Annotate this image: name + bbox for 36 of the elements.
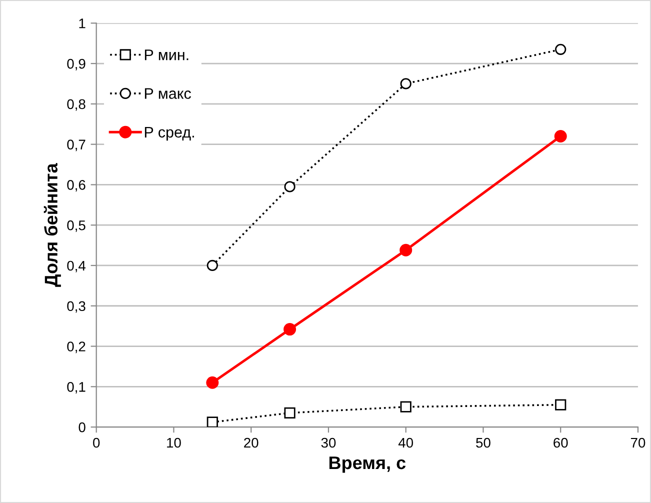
point [555,399,566,410]
y-tick-label: 0,6 [67,180,86,192]
point [400,78,412,90]
point [555,44,566,55]
point [400,244,412,256]
x-axis-title: Время, с [329,456,406,473]
y-tick-label: 0,7 [67,140,86,152]
y-tick-label: 0 [78,422,86,432]
y-tick-label: 0,2 [67,342,86,354]
y-tick-label: 0,5 [67,220,86,232]
y-tick-label: 0,4 [67,260,86,272]
y-tick-label: 0,3 [67,301,86,313]
legend-label: P мин. [144,50,188,60]
x-tick-label: 0 [93,438,100,448]
x-tick-label: 30 [321,438,336,448]
y-tick-label: 1 [79,18,86,28]
y-tick-label: 0,9 [67,58,86,70]
point [206,416,218,428]
y-axis-title: Доля бейнита [44,163,61,287]
point [284,323,296,336]
y-tick-label: 0,1 [67,382,86,394]
point [400,401,412,412]
x-tick-label: 60 [554,438,568,448]
point [206,376,219,389]
legend-label: P макс [144,88,191,99]
x-tick-label: 70 [630,438,646,448]
x-tick-label: 10 [167,438,181,448]
point [284,407,296,418]
point [554,130,567,142]
x-tick-label: 40 [398,438,414,448]
x-tick-label: 20 [244,438,258,448]
legend-label: P сред. [144,126,194,141]
y-tick-label: 0,8 [67,99,86,111]
point [284,181,296,192]
x-tick-label: 50 [476,438,490,448]
point [206,260,218,272]
